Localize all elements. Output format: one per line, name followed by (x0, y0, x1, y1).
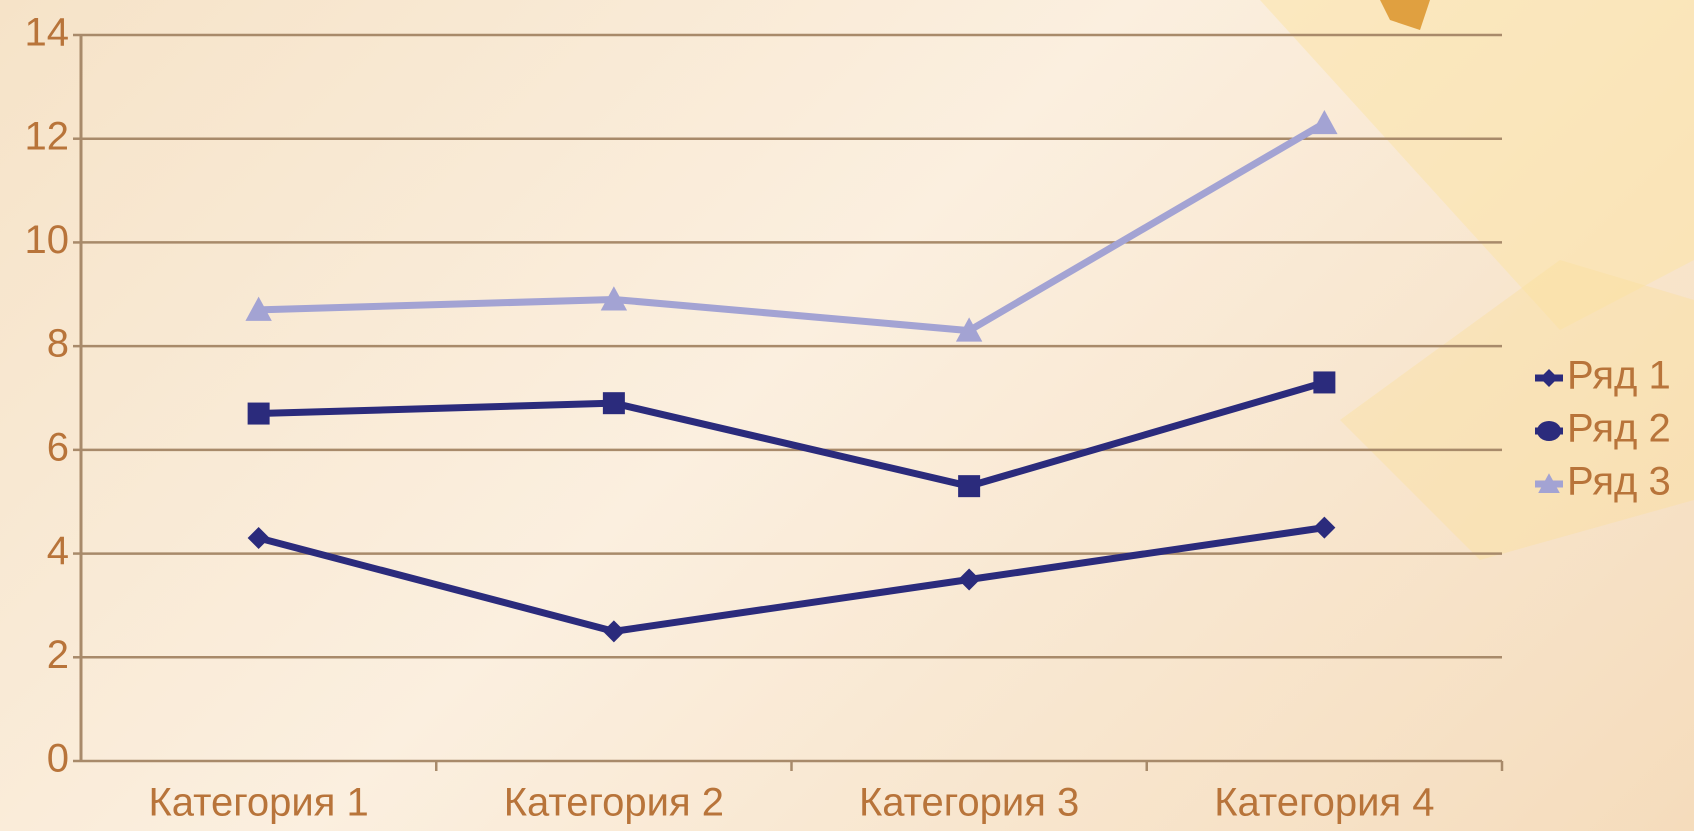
y-tick-label: 14 (25, 11, 70, 55)
y-tick-label: 4 (47, 529, 69, 573)
page: 0 2 4 6 8 10 12 14 Категория 1 Категория 2 Категор… (0, 0, 1694, 831)
y-tick-label: 6 (47, 425, 69, 469)
marker (958, 475, 980, 497)
marker (603, 620, 625, 642)
series-line (259, 528, 1325, 632)
marker (1313, 371, 1335, 393)
x-tick-label: Категория 4 (1214, 781, 1434, 825)
marker (603, 392, 625, 414)
x-tick-label: Категория 1 (148, 781, 368, 825)
y-tick-label: 2 (47, 633, 69, 677)
y-tick-label: 0 (47, 737, 69, 781)
legend-label: Ряд 3 (1567, 460, 1671, 504)
series-line (259, 123, 1325, 330)
marker (1313, 517, 1335, 539)
chart: 0 2 4 6 8 10 12 14 Категория 1 Категория 2 Категор… (0, 0, 1694, 831)
y-tick-label: 10 (25, 218, 70, 262)
x-tick-label: Категория 3 (859, 781, 1079, 825)
legend-label: Ряд 1 (1567, 354, 1671, 398)
x-tick-label: Категория 2 (504, 781, 724, 825)
legend-marker (1537, 421, 1561, 441)
marker (248, 527, 270, 549)
legend-label: Ряд 2 (1567, 407, 1671, 451)
series-line (259, 382, 1325, 486)
marker (958, 569, 980, 591)
marker (1311, 110, 1337, 134)
decoration (1260, 0, 1694, 330)
y-tick-label: 8 (47, 322, 69, 366)
marker (248, 403, 270, 425)
y-tick-label: 12 (25, 114, 70, 158)
